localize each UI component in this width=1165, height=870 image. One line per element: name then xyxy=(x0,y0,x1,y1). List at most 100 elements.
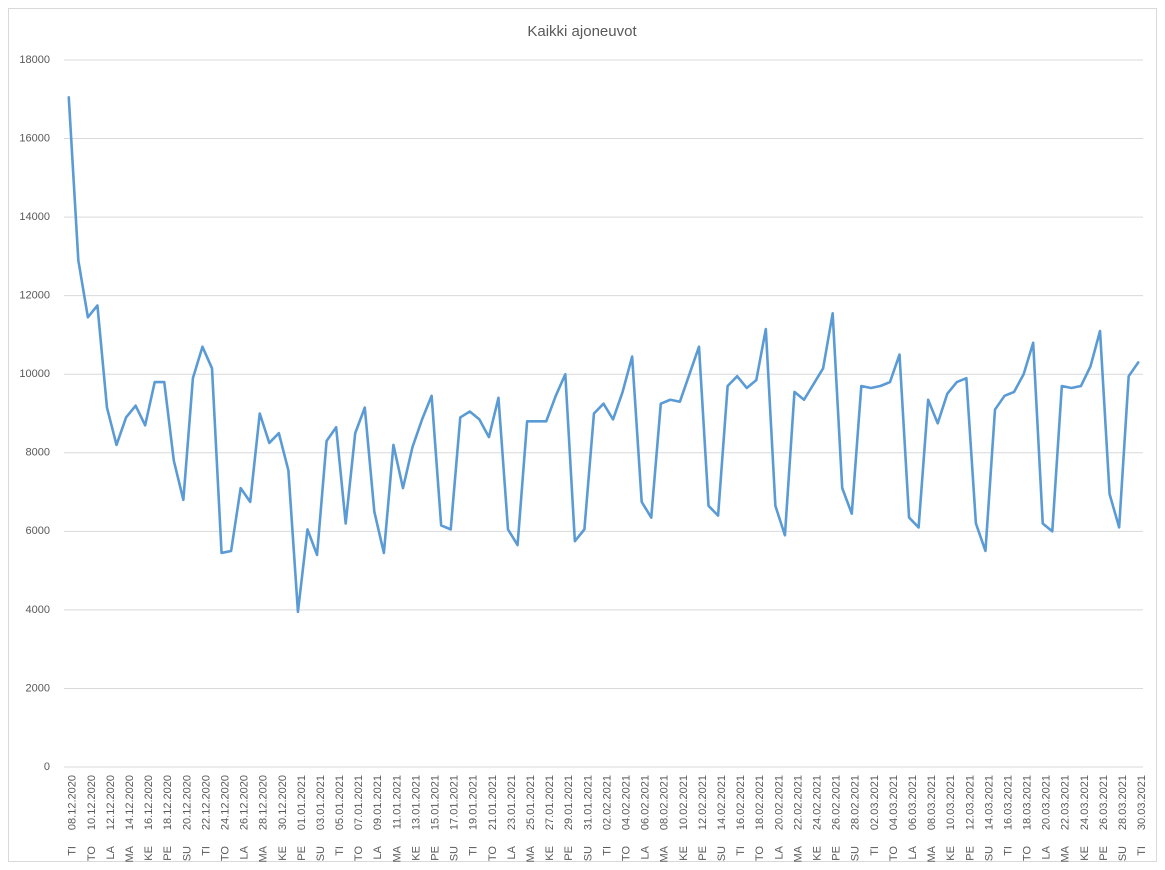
x-tick-label: 13.01.2021 xyxy=(410,775,422,830)
x-weekday-label: MA xyxy=(258,845,270,862)
x-weekday-label: PE xyxy=(563,846,575,861)
x-weekday-label: TI xyxy=(1002,846,1014,856)
x-weekday-label: MA xyxy=(124,845,136,862)
x-tick-label: 10.12.2020 xyxy=(86,775,98,830)
x-weekday-label: SU xyxy=(716,846,728,861)
x-weekday-label: TO xyxy=(754,846,766,862)
x-tick-label: 31.01.2021 xyxy=(582,775,594,830)
x-tick-label: 01.01.2021 xyxy=(296,775,308,830)
x-tick-label: 18.02.2021 xyxy=(754,775,766,830)
y-tick-label: 4000 xyxy=(26,604,50,616)
y-tick-label: 16000 xyxy=(19,132,50,144)
x-weekday-label: LA xyxy=(105,845,117,859)
x-tick-label: 18.12.2020 xyxy=(162,775,174,830)
chart-title: Kaikki ajoneuvot xyxy=(527,23,637,40)
y-tick-label: 6000 xyxy=(26,525,50,537)
x-weekday-label: KE xyxy=(544,846,556,861)
x-weekday-label: TI xyxy=(468,846,480,856)
x-weekday-label: MA xyxy=(792,845,804,862)
x-tick-label: 07.01.2021 xyxy=(353,775,365,830)
x-tick-label: 02.02.2021 xyxy=(601,775,613,830)
x-tick-label: 04.03.2021 xyxy=(888,775,900,830)
x-tick-label: 17.01.2021 xyxy=(449,775,461,830)
x-tick-label: 23.01.2021 xyxy=(506,775,518,830)
x-tick-label: 19.01.2021 xyxy=(468,775,480,830)
x-tick-label: 16.02.2021 xyxy=(735,775,747,830)
x-tick-label: 24.12.2020 xyxy=(219,775,231,830)
x-tick-label: 16.12.2020 xyxy=(143,775,155,830)
x-tick-label: 08.12.2020 xyxy=(67,775,79,830)
x-weekday-label: KE xyxy=(678,846,690,861)
x-tick-label: 09.01.2021 xyxy=(372,775,384,830)
x-tick-label: 21.01.2021 xyxy=(487,775,499,830)
x-weekday-label: TI xyxy=(869,846,881,856)
x-tick-label: 28.12.2020 xyxy=(258,775,270,830)
x-weekday-label: TO xyxy=(487,846,499,862)
y-tick-label: 2000 xyxy=(26,682,50,694)
y-tick-label: 18000 xyxy=(19,54,50,66)
x-weekday-label: MA xyxy=(1060,845,1072,862)
y-tick-label: 14000 xyxy=(19,211,50,223)
x-tick-label: 14.03.2021 xyxy=(983,775,995,830)
x-weekday-label: SU xyxy=(449,846,461,861)
x-weekday-label: MA xyxy=(659,845,671,862)
x-tick-label: 25.01.2021 xyxy=(525,775,537,830)
x-weekday-label: KE xyxy=(143,846,155,861)
x-tick-label: 24.02.2021 xyxy=(811,775,823,830)
x-tick-label: 08.03.2021 xyxy=(926,775,938,830)
y-tick-label: 10000 xyxy=(19,368,50,380)
y-tick-label: 0 xyxy=(44,761,50,773)
x-tick-label: 12.02.2021 xyxy=(697,775,709,830)
x-weekday-label: LA xyxy=(239,845,251,859)
x-tick-label: 20.12.2020 xyxy=(181,775,193,830)
x-tick-label: 26.02.2021 xyxy=(831,775,843,830)
x-tick-label: 05.01.2021 xyxy=(334,775,346,830)
x-weekday-label: PE xyxy=(964,846,976,861)
x-weekday-label: LA xyxy=(640,845,652,859)
x-tick-label: 29.01.2021 xyxy=(563,775,575,830)
x-weekday-label: TO xyxy=(219,846,231,862)
x-tick-label: 20.02.2021 xyxy=(773,775,785,830)
x-weekday-label: KE xyxy=(811,846,823,861)
x-weekday-label: TO xyxy=(1022,846,1034,862)
x-tick-label: 24.03.2021 xyxy=(1079,775,1091,830)
x-weekday-label: TO xyxy=(353,846,365,862)
x-weekday-label: SU xyxy=(582,846,594,861)
x-weekday-label: LA xyxy=(773,845,785,859)
x-weekday-label: MA xyxy=(391,845,403,862)
x-tick-label: 28.03.2021 xyxy=(1117,775,1129,830)
x-weekday-label: SU xyxy=(850,846,862,861)
x-weekday-label: KE xyxy=(277,846,289,861)
x-weekday-label: PE xyxy=(1098,846,1110,861)
x-weekday-label: TI xyxy=(200,846,212,856)
x-weekday-label: KE xyxy=(1079,846,1091,861)
x-tick-label: 11.01.2021 xyxy=(391,775,403,829)
x-weekday-label: TI xyxy=(601,846,613,856)
x-weekday-label: LA xyxy=(372,845,384,859)
x-tick-label: 20.03.2021 xyxy=(1041,775,1053,830)
x-tick-label: 28.02.2021 xyxy=(850,775,862,830)
x-weekday-label: SU xyxy=(315,846,327,861)
x-weekday-label: LA xyxy=(1041,845,1053,859)
y-tick-label: 8000 xyxy=(26,447,50,459)
x-weekday-label: TI xyxy=(334,846,346,856)
x-tick-label: 15.01.2021 xyxy=(430,775,442,830)
x-weekday-label: TI xyxy=(1136,846,1148,856)
x-tick-label: 27.01.2021 xyxy=(544,775,556,830)
x-tick-label: 10.02.2021 xyxy=(678,775,690,830)
x-weekday-label: MA xyxy=(926,845,938,862)
x-tick-label: 03.01.2021 xyxy=(315,775,327,830)
x-weekday-label: TO xyxy=(888,846,900,862)
x-tick-label: 30.12.2020 xyxy=(277,775,289,830)
x-weekday-label: TO xyxy=(621,846,633,862)
x-weekday-label: LA xyxy=(506,845,518,859)
x-tick-label: 02.03.2021 xyxy=(869,775,881,830)
x-tick-label: 26.03.2021 xyxy=(1098,775,1110,830)
x-tick-label: 04.02.2021 xyxy=(621,775,633,830)
x-weekday-label: PE xyxy=(697,846,709,861)
x-tick-label: 18.03.2021 xyxy=(1022,775,1034,830)
x-weekday-label: MA xyxy=(525,845,537,862)
x-weekday-label: PE xyxy=(831,846,843,861)
